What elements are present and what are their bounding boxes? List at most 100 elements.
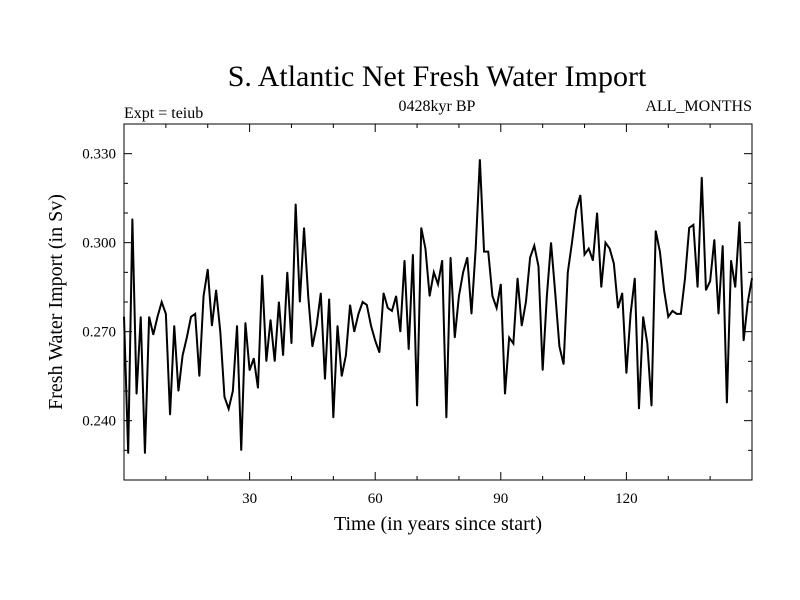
axis-ticks: 30 60 90 120 0.240 0.270 0.300 0.330 <box>82 123 752 507</box>
data-point <box>244 322 247 324</box>
data-point <box>156 316 159 318</box>
data-point <box>303 227 305 229</box>
data-point <box>165 313 167 315</box>
data-point <box>567 271 569 273</box>
data-point <box>420 227 422 229</box>
chart-title: S. Atlantic Net Fresh Water Import <box>228 60 647 93</box>
data-point <box>324 378 326 380</box>
data-point <box>713 239 715 241</box>
data-point <box>307 295 309 297</box>
data-point <box>395 295 397 297</box>
data-point <box>374 339 376 342</box>
data-point <box>717 313 720 315</box>
data-point <box>642 316 644 318</box>
y-tick-label: 0.330 <box>82 147 116 163</box>
data-point <box>362 301 364 303</box>
data-point <box>286 271 288 273</box>
data-point <box>257 387 259 389</box>
data-point <box>496 307 498 309</box>
data-point <box>676 313 678 315</box>
data-point <box>722 245 724 247</box>
data-point <box>332 417 334 419</box>
data-point <box>228 408 230 410</box>
data-point <box>433 271 435 273</box>
data-point <box>152 334 154 336</box>
data-point <box>311 345 313 348</box>
data-point <box>215 289 217 291</box>
data-point <box>554 292 556 294</box>
data-point <box>596 212 598 214</box>
data-point <box>684 277 686 279</box>
series-layer <box>123 159 753 454</box>
data-point <box>604 242 607 244</box>
data-point <box>462 271 464 273</box>
data-point <box>709 280 711 282</box>
data-point <box>625 372 628 374</box>
series-line <box>123 159 753 454</box>
data-point <box>500 283 502 285</box>
data-point <box>370 325 372 327</box>
data-point <box>609 248 611 250</box>
data-point <box>219 331 221 333</box>
data-point <box>738 221 741 223</box>
data-point <box>692 224 694 226</box>
data-point <box>454 337 456 339</box>
data-point <box>634 277 636 279</box>
data-point <box>705 289 707 291</box>
data-point <box>730 259 732 262</box>
data-point <box>600 286 602 288</box>
data-point <box>655 230 657 232</box>
data-point <box>680 313 682 315</box>
data-point <box>441 259 443 262</box>
data-point <box>575 209 577 211</box>
data-point <box>140 316 142 318</box>
data-point <box>182 354 184 356</box>
data-point <box>131 218 133 220</box>
data-point <box>525 301 527 303</box>
data-point <box>688 227 690 229</box>
data-point <box>236 325 238 327</box>
data-point <box>223 396 226 398</box>
data-point <box>399 331 401 333</box>
data-point <box>663 289 665 291</box>
data-point <box>320 292 322 294</box>
period-label: 0428kyr BP <box>399 98 476 115</box>
data-point <box>659 250 661 253</box>
data-point <box>437 283 439 285</box>
data-point <box>445 417 447 419</box>
data-point <box>148 316 150 318</box>
data-point <box>336 325 339 327</box>
data-point <box>491 295 494 297</box>
data-point <box>424 248 427 250</box>
data-point <box>357 313 360 315</box>
data-point <box>299 301 301 303</box>
data-point <box>408 348 410 351</box>
data-point <box>412 253 414 256</box>
x-tick-label: 60 <box>368 491 383 507</box>
data-point <box>253 357 255 359</box>
data-point <box>240 449 242 451</box>
data-point <box>646 342 648 345</box>
data-point <box>135 393 138 395</box>
data-point <box>546 295 548 297</box>
data-point <box>449 256 452 259</box>
months-label: ALL_MONTHS <box>645 98 752 115</box>
data-point <box>458 295 460 297</box>
data-point <box>621 292 623 294</box>
data-point <box>617 307 619 309</box>
data-point <box>529 256 531 259</box>
x-tick-label: 120 <box>615 491 638 507</box>
data-point <box>521 325 523 327</box>
data-point <box>345 354 347 356</box>
data-point <box>207 268 209 270</box>
data-point <box>483 250 485 253</box>
data-point <box>583 253 586 256</box>
data-point <box>726 402 728 404</box>
x-tick-label: 90 <box>493 491 508 507</box>
data-point <box>571 242 573 244</box>
data-point <box>144 452 146 454</box>
data-point <box>349 304 351 306</box>
data-point <box>211 325 213 327</box>
data-point <box>416 405 418 407</box>
data-point <box>177 390 180 392</box>
